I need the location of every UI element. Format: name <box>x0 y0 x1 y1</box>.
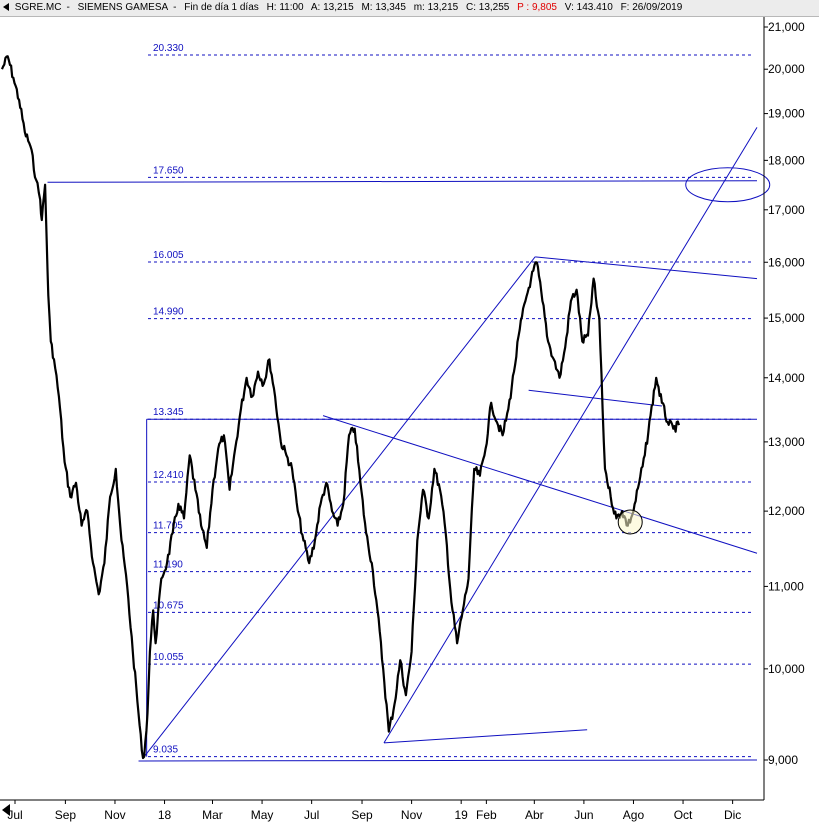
y-tick-label: 13,000 <box>768 435 805 449</box>
x-tick-label: Sep <box>351 808 373 822</box>
level-label: 11.705 <box>153 521 183 532</box>
x-tick-label: Dic <box>724 808 741 822</box>
scroll-left-arrow-icon[interactable] <box>2 804 10 816</box>
trendlines <box>47 127 758 762</box>
price-line <box>0 55 681 760</box>
level-label: 20.330 <box>153 43 184 54</box>
y-tick-label: 9,000 <box>768 753 798 767</box>
x-tick-label: 18 <box>158 808 172 822</box>
level-label: 11.190 <box>153 560 183 571</box>
trendline <box>535 256 758 280</box>
x-tick-label: Mar <box>202 808 223 822</box>
header-time: H: 11:00 <box>266 2 304 13</box>
x-tick-label: Sep <box>55 808 77 822</box>
trendline <box>47 180 758 183</box>
y-tick-label: 20,000 <box>768 62 805 76</box>
x-tick-label: Feb <box>476 808 497 822</box>
y-tick-label: 19,000 <box>768 107 805 121</box>
trendline <box>383 729 588 744</box>
header-frame: Fin de día 1 días <box>184 2 259 13</box>
y-tick-label: 18,000 <box>768 153 805 167</box>
y-tick-label: 12,000 <box>768 504 805 518</box>
x-tick-label: Ago <box>623 808 645 822</box>
x-tick-label: Jul <box>304 808 319 822</box>
y-tick-label: 15,000 <box>768 311 805 325</box>
trendline <box>322 415 758 554</box>
header-low: m: 13,215 <box>413 2 459 13</box>
header-company: SIEMENS GAMESA <box>77 2 169 13</box>
y-tick-label: 14,000 <box>768 371 805 385</box>
header-high: M: 13,345 <box>361 2 406 13</box>
price-series <box>0 55 681 760</box>
x-axis: Jul Sep Nov 18 Mar May Jul Sep Nov 19 Feb Abr Jun Ago… <box>7 800 741 822</box>
level-label: 17.650 <box>153 165 184 176</box>
trendline <box>143 256 536 757</box>
highlight-circle <box>617 509 643 535</box>
level-label: 9.035 <box>153 745 178 756</box>
x-tick-label: Nov <box>401 808 422 822</box>
level-label: 10.675 <box>153 600 184 611</box>
collapse-arrow-icon[interactable] <box>3 3 9 11</box>
x-tick-label: Oct <box>674 808 693 822</box>
trendline <box>138 759 758 762</box>
chart-header: SGRE.MC - SIEMENS GAMESA - Fin de día 1 dí… <box>0 0 819 17</box>
header-change: P : 9,805 <box>517 2 557 13</box>
y-tick-label: 11,000 <box>768 579 804 593</box>
y-axis: 9,000 10,000 11,000 12,000 13,000 14,000 15,00… <box>764 20 805 767</box>
level-label: 12.410 <box>153 470 184 481</box>
y-tick-label: 16,000 <box>768 255 805 269</box>
level-label: 14.990 <box>153 307 184 318</box>
x-tick-label: Nov <box>104 808 125 822</box>
header-date: F: 26/09/2019 <box>620 2 683 13</box>
level-label: 16.005 <box>153 250 184 261</box>
level-label: 10.055 <box>153 652 184 663</box>
x-tick-label: Jul <box>7 808 22 822</box>
header-close: C: 13,255 <box>465 2 510 13</box>
header-volume: V: 143.410 <box>564 2 613 13</box>
x-tick-label: Jun <box>574 808 593 822</box>
annotations <box>617 167 771 535</box>
x-tick-label: Abr <box>525 808 544 822</box>
y-tick-label: 21,000 <box>768 20 805 34</box>
header-open: A: 13,215 <box>310 2 354 13</box>
highlight-ellipse <box>685 167 771 203</box>
x-tick-label: May <box>251 808 274 822</box>
y-tick-label: 17,000 <box>768 203 805 217</box>
level-label: 13.345 <box>153 407 184 418</box>
header-symbol: SGRE.MC <box>14 2 62 13</box>
trendline <box>528 389 662 407</box>
trendline <box>383 127 758 744</box>
y-tick-label: 10,000 <box>768 662 805 676</box>
x-tick-label: 19 <box>454 808 468 822</box>
